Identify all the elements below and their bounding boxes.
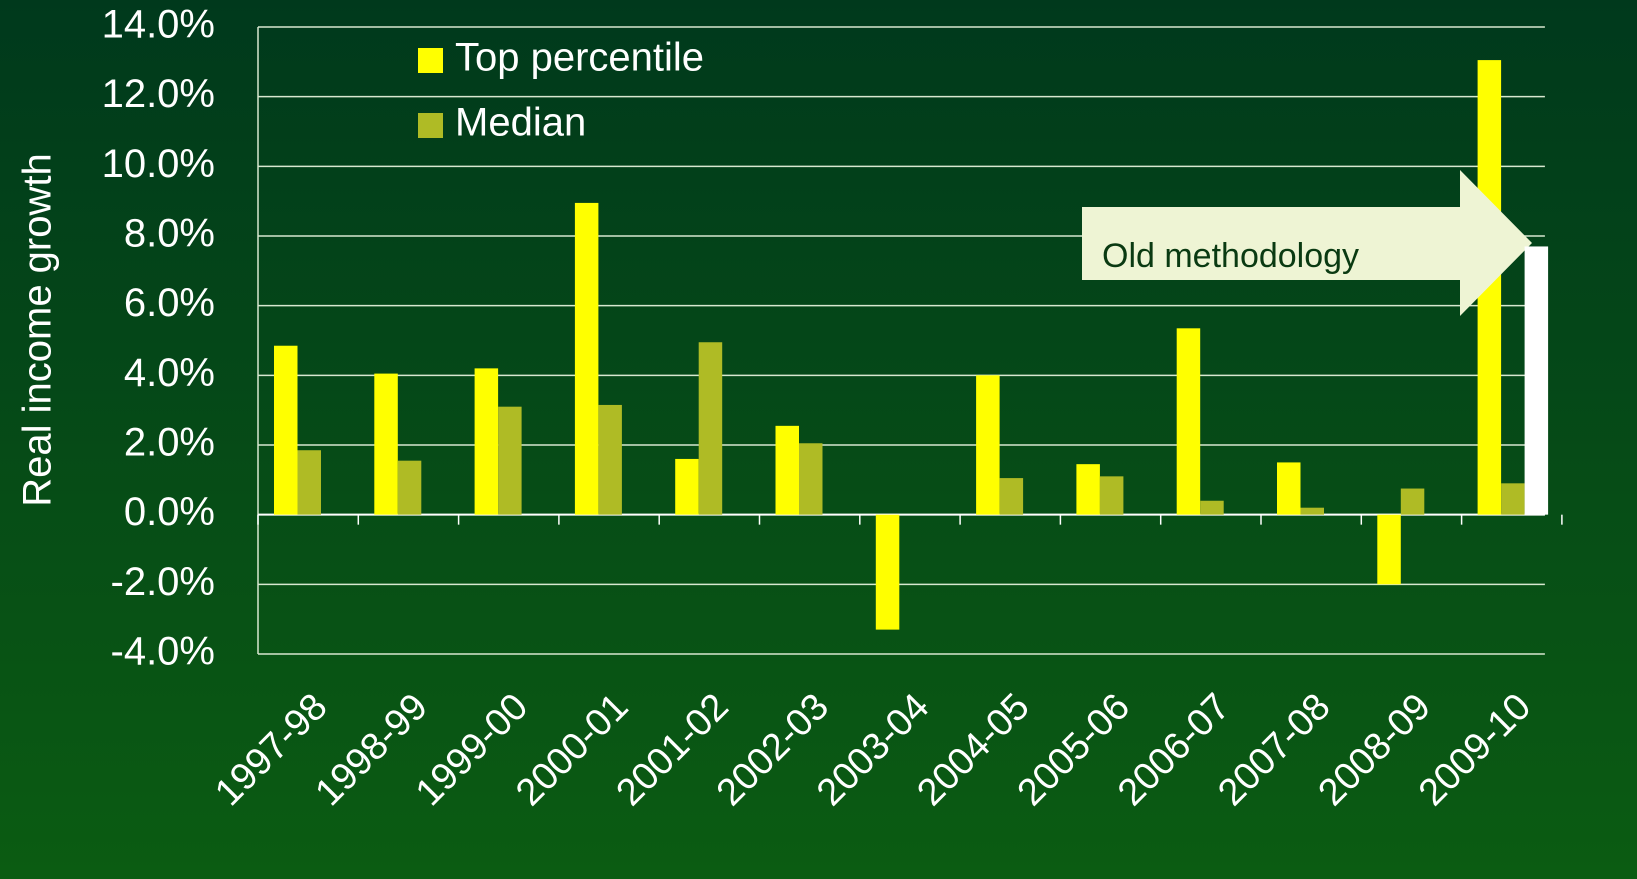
- y-tick-label: -4.0%: [111, 630, 216, 674]
- annotation-text: Old methodology: [1102, 237, 1359, 275]
- legend-swatch: [418, 48, 443, 73]
- y-tick-label: 8.0%: [124, 212, 215, 256]
- bar: [1501, 483, 1525, 515]
- bar: [675, 458, 699, 515]
- bar: [397, 460, 422, 515]
- y-tick-label: 6.0%: [124, 281, 215, 325]
- bar: [274, 345, 298, 515]
- y-tick-label: 2.0%: [124, 421, 215, 465]
- bar: [875, 514, 900, 630]
- annotation-bar: [1524, 246, 1549, 515]
- y-tick-label: -2.0%: [111, 560, 216, 604]
- bar: [1377, 514, 1401, 585]
- bar: [1477, 60, 1502, 515]
- bars: [274, 60, 1525, 630]
- bar: [1400, 488, 1425, 515]
- legend-label: Top percentile: [455, 36, 704, 80]
- legend-label: Median: [455, 101, 586, 145]
- bar: [598, 404, 622, 515]
- y-tick-label: 10.0%: [102, 142, 215, 186]
- legend-swatch: [418, 113, 443, 138]
- bar: [799, 443, 823, 515]
- bar: [474, 368, 499, 515]
- annotation-arrow: [1082, 170, 1532, 316]
- bar: [1277, 462, 1301, 515]
- bar: [1076, 464, 1100, 515]
- bar: [976, 375, 1000, 515]
- y-axis-label: Real income growth: [16, 153, 60, 507]
- bar: [297, 450, 321, 515]
- bar: [374, 373, 398, 515]
- bar: [999, 478, 1024, 515]
- bar: [1300, 507, 1324, 515]
- bar: [1099, 476, 1124, 515]
- y-tick-label: 4.0%: [124, 351, 215, 395]
- bar: [775, 425, 799, 515]
- bar: [698, 342, 723, 515]
- bar: [498, 406, 522, 515]
- bar: [1176, 328, 1201, 515]
- y-tick-label: 12.0%: [102, 72, 215, 116]
- bar: [574, 202, 599, 515]
- annotation: Old methodology: [1082, 170, 1549, 515]
- bar: [1200, 500, 1224, 515]
- y-tick-label: 0.0%: [124, 490, 215, 534]
- y-tick-label: 14.0%: [102, 3, 215, 47]
